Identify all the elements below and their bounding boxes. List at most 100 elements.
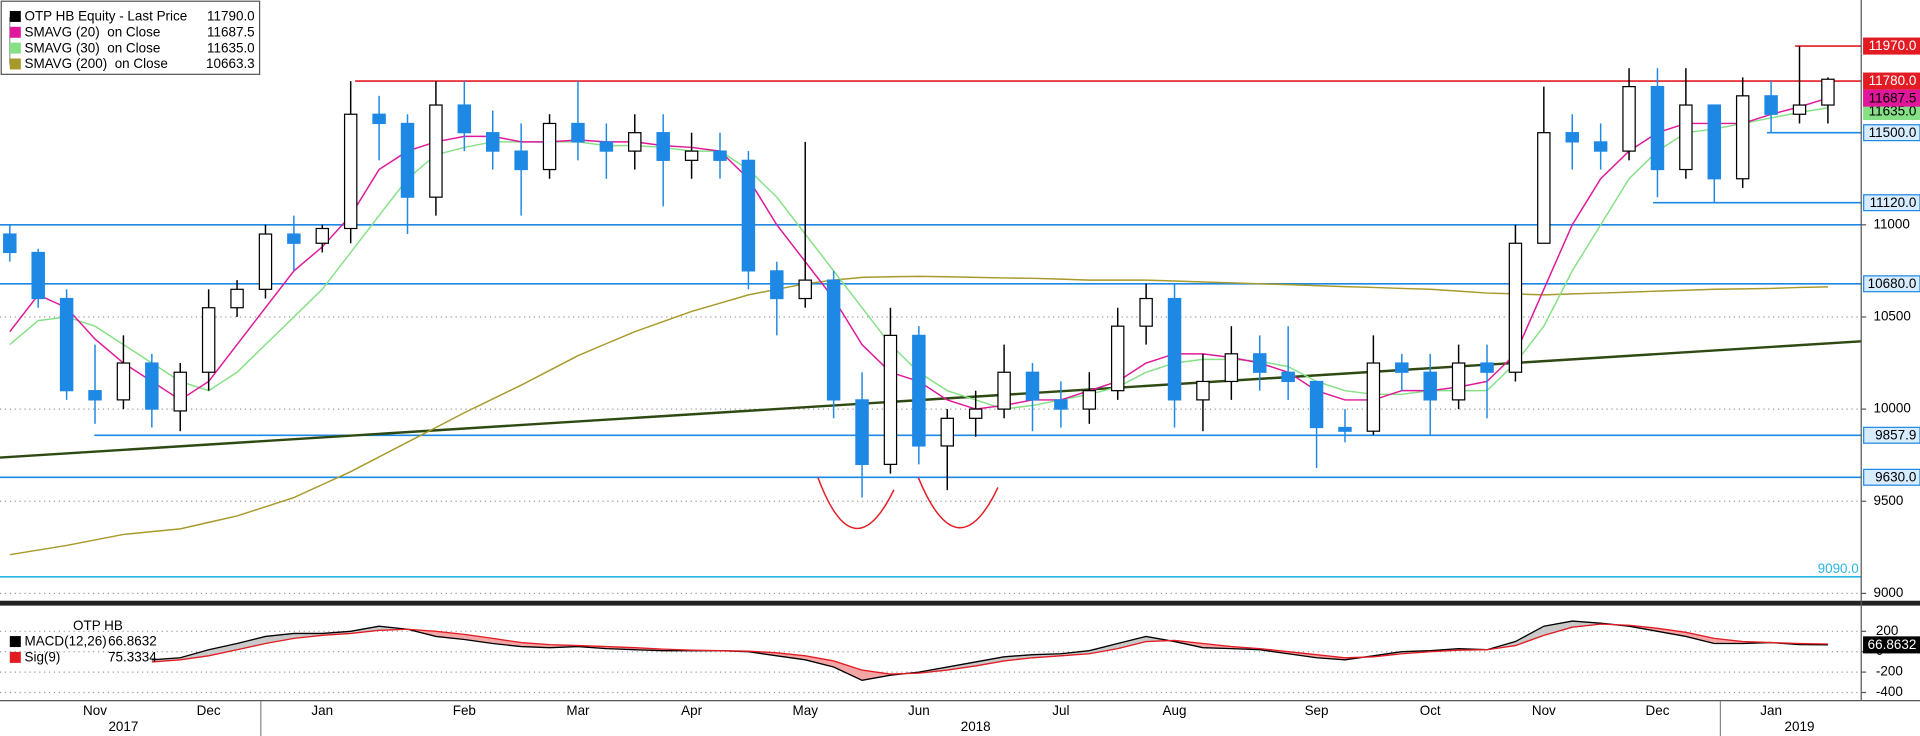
candle-body <box>713 150 727 161</box>
candle-body <box>968 408 983 419</box>
candle-body <box>1593 141 1608 152</box>
price-panel: 9000 9500 10000 10500 11000 11970.0 11780.0 115… <box>0 37 1920 600</box>
y-tick-label: 10000 <box>1873 401 1910 416</box>
value-box-label: 11780.0 <box>1869 73 1917 88</box>
macd-fill <box>208 643 238 656</box>
candle-body <box>1253 353 1267 373</box>
x-tick-label: Aug <box>1163 703 1187 718</box>
trend-line <box>0 340 1862 459</box>
macd-fill <box>1515 626 1544 646</box>
legend-label: SMAVG (20) on Close <box>24 24 160 39</box>
y-tick-label: 11000 <box>1873 216 1909 231</box>
value-box-label: 11500.0 <box>1869 125 1917 140</box>
macd-line <box>151 623 1828 675</box>
value-box <box>1863 89 1920 107</box>
value-box-label: 11120.0 <box>1870 195 1917 210</box>
candle-body <box>457 104 472 134</box>
legend-label: OTP HB Equity - Last Price <box>24 9 187 24</box>
macd-fill <box>833 660 863 681</box>
y-tick-label: 9000 <box>1873 585 1903 600</box>
candle-body <box>1764 95 1778 115</box>
macd-fill <box>975 656 1005 666</box>
candle-body <box>1821 78 1835 106</box>
macd-fill <box>435 631 465 640</box>
value-box-label: 11970.0 <box>1869 38 1917 53</box>
candle-body <box>826 279 841 401</box>
candle-body <box>1110 325 1125 392</box>
value-box <box>1863 426 1920 444</box>
candle-body <box>628 132 642 152</box>
x-tick-label: Nov <box>1532 703 1556 718</box>
level-label: 9090.0 <box>1818 561 1859 576</box>
candle-body <box>940 417 954 447</box>
value-box-label: 10680.0 <box>1868 276 1917 291</box>
value-box-label: 11687.5 <box>1869 90 1917 105</box>
candle-body <box>656 132 670 161</box>
candle-body <box>1622 86 1636 152</box>
value-box <box>1863 194 1920 212</box>
year-label: 2018 <box>961 719 991 734</box>
x-tick-label: Dec <box>197 703 221 718</box>
candle-body <box>258 233 273 290</box>
y-tick-label: -200 <box>1876 664 1903 679</box>
candle-body <box>1224 353 1239 383</box>
macd-fill <box>1685 632 1715 644</box>
legend-value: 10663.3 <box>206 56 255 71</box>
y-tick-label: 200 <box>1876 623 1898 638</box>
legend: OTP HB Equity - Last Price 11790.0 SMAVG… <box>0 0 261 75</box>
candle-body <box>912 334 926 447</box>
legend-value: 11790.0 <box>207 9 255 24</box>
candle-body <box>855 399 869 465</box>
pattern-arc <box>817 477 895 530</box>
candle-body <box>1423 371 1437 401</box>
value-box-label: 9630.0 <box>1875 469 1916 484</box>
y-tick-label: -400 <box>1876 684 1903 699</box>
candle-body <box>599 141 614 152</box>
candle-body <box>1309 380 1324 429</box>
macd-panel: -400-200020066.8632 <box>0 620 1920 699</box>
candle-body <box>883 334 898 465</box>
candle-body <box>542 122 557 171</box>
macd-fill <box>1543 621 1573 636</box>
candle-body <box>145 362 159 410</box>
candle-body <box>343 113 358 230</box>
legend-swatch <box>9 26 21 38</box>
macd-fill <box>1657 628 1686 637</box>
macd-legend: OTP HB MACD(12,26) 66.8632 Sig(9) 75.3334 <box>9 618 157 665</box>
candle-body <box>429 104 443 198</box>
x-tick-label: Jun <box>908 703 930 718</box>
candle-body <box>1139 297 1153 327</box>
candle-body <box>1508 242 1523 373</box>
candle-body <box>684 150 699 161</box>
macd-fill <box>862 670 891 681</box>
x-tick-label: Nov <box>83 703 107 718</box>
legend-series: SMAVG (20) on Close 11687.5 SMAVG (30) on … <box>9 24 255 71</box>
y-tick-label: 10500 <box>1873 309 1910 324</box>
macd-fill <box>464 634 493 644</box>
pattern-arc <box>917 477 999 529</box>
year-label: 2017 <box>108 719 138 734</box>
candle-body <box>1679 104 1693 171</box>
candle-body <box>1537 132 1551 244</box>
candle-body <box>1650 86 1665 171</box>
value-box-label: 9857.9 <box>1875 427 1916 442</box>
legend-swatch <box>9 636 21 648</box>
macd-title: OTP HB <box>73 618 123 633</box>
candle-body <box>173 371 187 412</box>
legend-swatch <box>9 58 21 70</box>
candle-body <box>1451 362 1466 401</box>
x-tick-label: Mar <box>566 703 590 718</box>
value-box <box>1863 636 1920 654</box>
value-box <box>1863 468 1920 486</box>
candle-body <box>1395 362 1409 373</box>
legend-label: SMAVG (30) on Close <box>24 40 160 55</box>
candle-body <box>400 122 415 198</box>
x-tick-label: May <box>793 703 819 718</box>
candle-body <box>1082 390 1097 410</box>
candle-body <box>1196 380 1210 401</box>
candle-body <box>1707 104 1722 180</box>
legend-label: SMAVG (200) on Close <box>24 56 167 71</box>
candle-body <box>1338 426 1352 432</box>
